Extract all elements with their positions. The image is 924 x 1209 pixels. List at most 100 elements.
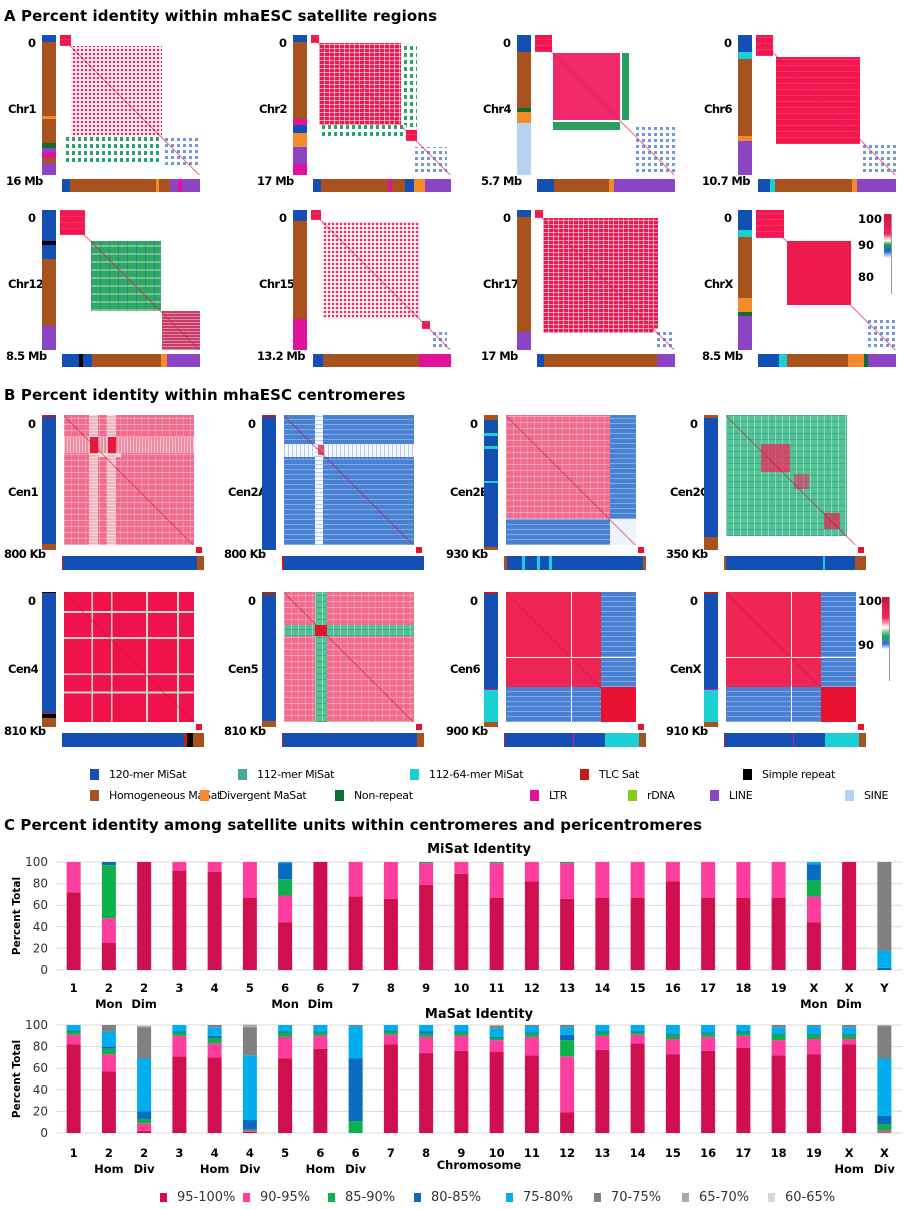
bar-segment-90-95% (524, 1036, 539, 1056)
bar-segment-80-85% (172, 1031, 187, 1033)
similarity-block (793, 473, 810, 490)
x-tick-label: 14 (630, 1146, 646, 1160)
identity-heatmap (64, 592, 194, 722)
axis-end-label: 350 Kb (666, 547, 708, 561)
bar-segment-80-85% (66, 1030, 81, 1032)
colorbar-tick: 80 (858, 270, 875, 284)
y-tick-label: 80 (33, 877, 48, 891)
legend-swatch (530, 790, 539, 801)
track-segment (738, 141, 752, 175)
x-tick-label: 16 (665, 981, 681, 995)
x-tick-label: X (880, 1146, 889, 1160)
bar-segment-95-100% (454, 873, 469, 970)
vertical-annotation-track (704, 592, 718, 727)
track-segment (505, 733, 574, 747)
x-tick-sublabel: Hom (834, 1162, 864, 1176)
bar-segment-90-95% (242, 862, 257, 898)
bar-segment-90-95% (278, 1036, 293, 1059)
bar-segment-90-95% (630, 1034, 645, 1044)
annotation-legend-item: Simple repeat (743, 768, 835, 781)
track-segment (484, 592, 498, 595)
vertical-annotation-track (42, 35, 56, 175)
annotation-legend-item: LTR (530, 789, 567, 802)
bar-segment-90-95% (383, 1034, 398, 1045)
bar-segment-95-100% (313, 1048, 328, 1133)
heatmap-panel-chrx: 0 ChrX 8.5 Mb (700, 207, 920, 377)
track-segment (484, 445, 498, 450)
x-tick-label: 16 (700, 1146, 716, 1160)
vertical-annotation-track (704, 415, 718, 550)
bar-segment-90-95% (842, 1039, 857, 1045)
legend-swatch (160, 1193, 167, 1202)
bar-segment-85-90% (806, 880, 821, 897)
bar-segment-75-80% (137, 1058, 152, 1112)
x-tick-sublabel: Div (134, 1162, 155, 1176)
legend-label: 90-95% (260, 1190, 311, 1205)
x-tick-label: 7 (352, 981, 360, 995)
track-segment (62, 179, 71, 192)
track-segment (553, 179, 610, 192)
track-segment (186, 733, 193, 747)
x-tick-label: 15 (665, 1146, 681, 1160)
x-tick-sublabel: Hom (306, 1162, 336, 1176)
y-axis-label: Percent Total (11, 1040, 23, 1118)
bar-segment-85-90% (560, 862, 575, 864)
bar-segment-80-85% (806, 864, 821, 881)
colorbar-b (882, 597, 890, 681)
identity-heatmap (64, 415, 194, 545)
track-segment (484, 482, 498, 548)
track-segment (857, 179, 896, 192)
bar-segment-85-90% (101, 1048, 116, 1055)
track-segment (794, 733, 826, 747)
bar-segment-70-75% (806, 1025, 821, 1027)
vertical-annotation-track (517, 35, 531, 175)
bar-segment-85-90% (877, 1124, 892, 1131)
bar-segment-95-100% (313, 862, 328, 970)
bar-segment-80-85% (877, 1115, 892, 1125)
bar-segment-75-80% (806, 1026, 821, 1034)
bar-segment-85-90% (454, 1032, 469, 1036)
track-segment (293, 124, 307, 134)
x-tick-sublabel: Mon (800, 997, 828, 1011)
bar-segment-75-80% (278, 862, 293, 864)
track-segment (313, 354, 324, 367)
legend-swatch (238, 769, 247, 780)
tlc-corner-block (858, 547, 864, 553)
bar-segment-95-100% (595, 897, 610, 970)
bar-segment-75-80% (877, 950, 892, 968)
annotation-legend-item: LINE (710, 789, 753, 802)
legend-swatch (410, 769, 419, 780)
track-segment (262, 417, 276, 550)
panel-label: Cen6 (450, 662, 481, 676)
bar-segment-95-100% (806, 1054, 821, 1133)
vertical-annotation-track (738, 35, 752, 175)
axis-start-label: 0 (248, 594, 256, 608)
axis-end-label: 930 Kb (446, 547, 488, 561)
panel-label: Chr4 (483, 102, 512, 116)
annotation-legend-item: TLC Sat (580, 768, 639, 781)
legend-label: 120-mer MiSat (109, 768, 187, 781)
bar-segment-80-85% (242, 1120, 257, 1130)
track-segment (638, 733, 646, 747)
track-segment (42, 245, 56, 260)
tlc-corner-block (638, 724, 644, 730)
colorbar-tick: 90 (858, 238, 875, 252)
vertical-annotation-track (293, 210, 307, 350)
bar-segment-95-100% (665, 1054, 680, 1133)
x-tick-label: 6 (281, 981, 289, 995)
bar-segment-75-80% (172, 1025, 187, 1032)
track-segment (42, 713, 56, 719)
x-tick-label: 5 (281, 1146, 289, 1160)
track-segment (155, 179, 159, 192)
bar-segment-90-95% (419, 863, 434, 885)
legend-label: 85-90% (345, 1190, 396, 1205)
track-segment (855, 556, 866, 570)
bar-segment-90-95% (66, 1034, 81, 1045)
track-segment (262, 592, 276, 594)
horizontal-annotation-track (313, 354, 451, 367)
track-segment (868, 354, 896, 367)
identity-heatmap (756, 210, 896, 350)
x-tick-sublabel: Dim (308, 997, 333, 1011)
track-segment (758, 354, 780, 367)
bar-segment-75-80% (736, 1025, 751, 1032)
